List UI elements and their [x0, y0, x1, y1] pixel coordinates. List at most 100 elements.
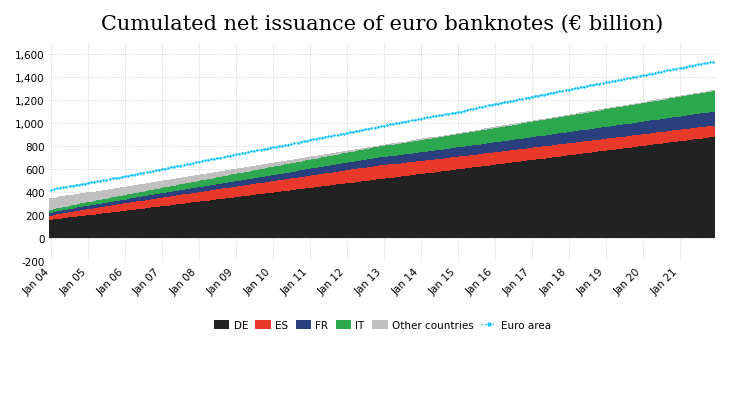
- Bar: [108, 202, 111, 206]
- Bar: [490, 128, 493, 129]
- Bar: [93, 215, 96, 238]
- Bar: [426, 140, 429, 152]
- Bar: [339, 164, 342, 172]
- Bar: [240, 181, 244, 186]
- Bar: [320, 168, 323, 175]
- Bar: [391, 145, 395, 157]
- Bar: [358, 182, 361, 238]
- Bar: [401, 143, 404, 144]
- Bar: [287, 180, 290, 191]
- Bar: [158, 199, 161, 207]
- Bar: [712, 126, 715, 138]
- Bar: [284, 165, 287, 173]
- Bar: [539, 147, 542, 160]
- Bar: [385, 179, 388, 238]
- Bar: [422, 140, 426, 153]
- Bar: [86, 203, 90, 206]
- Bar: [530, 123, 533, 138]
- Bar: [188, 177, 191, 183]
- Bar: [675, 98, 678, 118]
- Bar: [391, 165, 395, 178]
- Bar: [696, 115, 699, 128]
- Bar: [388, 144, 391, 146]
- Bar: [50, 213, 53, 216]
- Bar: [370, 148, 373, 149]
- Bar: [474, 131, 477, 132]
- Bar: [391, 144, 395, 145]
- Bar: [666, 144, 669, 238]
- Bar: [151, 183, 154, 190]
- Bar: [585, 112, 588, 113]
- Bar: [395, 178, 398, 238]
- Bar: [148, 200, 151, 208]
- Bar: [173, 205, 176, 238]
- Bar: [595, 129, 598, 141]
- Bar: [302, 162, 305, 171]
- Bar: [669, 143, 672, 238]
- Bar: [315, 159, 318, 169]
- Bar: [53, 213, 55, 216]
- Bar: [367, 148, 370, 149]
- Bar: [290, 161, 293, 164]
- Bar: [161, 189, 164, 194]
- Bar: [558, 134, 561, 145]
- Bar: [527, 149, 530, 161]
- Bar: [265, 177, 268, 183]
- Bar: [552, 119, 555, 135]
- Bar: [114, 212, 118, 238]
- Bar: [50, 216, 53, 220]
- Bar: [663, 119, 666, 132]
- Bar: [373, 147, 376, 148]
- Bar: [585, 154, 588, 238]
- Bar: [114, 205, 118, 212]
- Bar: [648, 146, 650, 238]
- Bar: [284, 173, 287, 180]
- Bar: [426, 174, 429, 238]
- Bar: [312, 157, 315, 160]
- Bar: [588, 153, 592, 238]
- Bar: [185, 178, 188, 184]
- Bar: [191, 193, 194, 203]
- Bar: [139, 209, 142, 238]
- Bar: [477, 145, 481, 155]
- Bar: [336, 153, 339, 155]
- Bar: [244, 180, 247, 186]
- Bar: [320, 158, 323, 168]
- Bar: [545, 119, 549, 120]
- Bar: [656, 120, 659, 133]
- Bar: [620, 137, 623, 149]
- Bar: [512, 141, 515, 151]
- Bar: [327, 173, 330, 186]
- Bar: [139, 202, 142, 209]
- Bar: [629, 124, 631, 137]
- Bar: [65, 218, 68, 238]
- Bar: [55, 198, 58, 209]
- Bar: [212, 173, 216, 179]
- Bar: [438, 151, 441, 160]
- Bar: [703, 139, 706, 238]
- Bar: [345, 164, 348, 171]
- Bar: [105, 199, 108, 203]
- Bar: [447, 136, 450, 149]
- Bar: [339, 172, 342, 184]
- Bar: [709, 127, 712, 138]
- Bar: [466, 147, 469, 156]
- Bar: [613, 126, 616, 138]
- Bar: [459, 135, 462, 148]
- Bar: [653, 101, 656, 102]
- Bar: [653, 121, 656, 133]
- Bar: [626, 106, 629, 107]
- Bar: [166, 206, 169, 238]
- Bar: [524, 123, 527, 124]
- Bar: [370, 181, 373, 238]
- Bar: [410, 176, 413, 238]
- Bar: [151, 196, 154, 200]
- Bar: [712, 92, 715, 112]
- Bar: [58, 197, 62, 208]
- Bar: [462, 157, 466, 169]
- Bar: [74, 195, 77, 205]
- Bar: [305, 170, 308, 177]
- Bar: [133, 198, 136, 202]
- Bar: [416, 153, 419, 162]
- Bar: [388, 146, 391, 157]
